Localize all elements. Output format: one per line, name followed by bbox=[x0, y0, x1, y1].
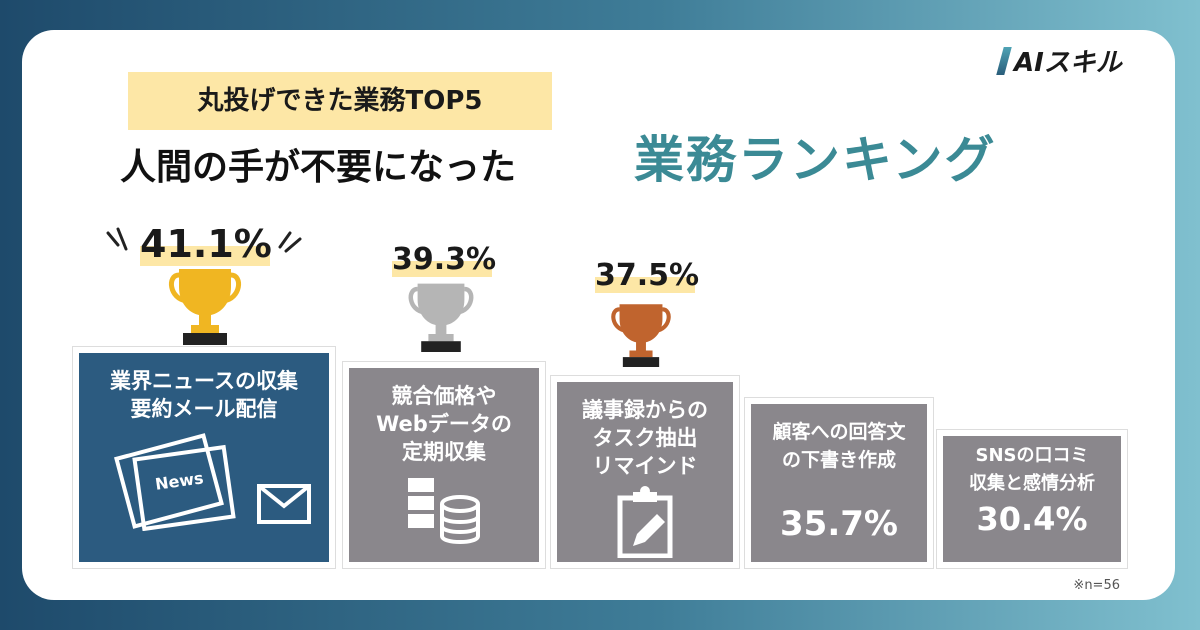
rank4-label: 顧客への回答文 の下書き作成 bbox=[772, 421, 906, 471]
rank5-label: SNSの口コミ 収集と感情分析 bbox=[969, 445, 1095, 494]
rank3-label: 議事録からの タスク抽出 リマインド bbox=[582, 398, 708, 478]
silver-trophy-icon bbox=[408, 283, 474, 352]
gold-trophy-icon bbox=[169, 269, 241, 345]
svg-text:News: News bbox=[154, 468, 205, 494]
rank3-box: 議事録からの タスク抽出 リマインド bbox=[550, 375, 740, 569]
page-title: 人間の手が不要になった bbox=[120, 147, 517, 188]
rank3-percent: 37.5% bbox=[595, 258, 700, 293]
rank1-label: 業界ニュースの収集 要約メール配信 bbox=[110, 369, 298, 421]
rank5-percent: 30.4% bbox=[976, 500, 1088, 538]
burst-lines-icon bbox=[106, 227, 302, 253]
rank5-box: SNSの口コミ 収集と感情分析 30.4% bbox=[936, 429, 1128, 569]
bronze-trophy-icon bbox=[611, 304, 671, 367]
rank1-box: 業界ニュースの収集 要約メール配信 News bbox=[72, 346, 336, 569]
rank1-percent: 41.1% bbox=[140, 222, 272, 266]
logo: AIスキル bbox=[996, 42, 1122, 79]
rank4-box: 顧客への回答文 の下書き作成 35.7% bbox=[744, 397, 934, 569]
header-tag: 丸投げできた業務TOP5 bbox=[128, 72, 552, 130]
server-database-icon bbox=[408, 478, 480, 544]
rank2-percent: 39.3% bbox=[392, 242, 497, 277]
clipboard-pencil-icon bbox=[617, 486, 673, 559]
page-title-accent: 業務ランキング bbox=[634, 131, 997, 189]
rank2-box: 競合価格や Webデータの 定期収集 bbox=[342, 361, 546, 569]
sample-size-note: ※n=56 bbox=[1073, 578, 1120, 593]
newspaper-mail-icon: News bbox=[114, 433, 311, 532]
rank4-percent: 35.7% bbox=[780, 504, 898, 544]
logo-text: AIスキル bbox=[1014, 48, 1122, 78]
rank2-label: 競合価格や Webデータの 定期収集 bbox=[376, 384, 512, 464]
